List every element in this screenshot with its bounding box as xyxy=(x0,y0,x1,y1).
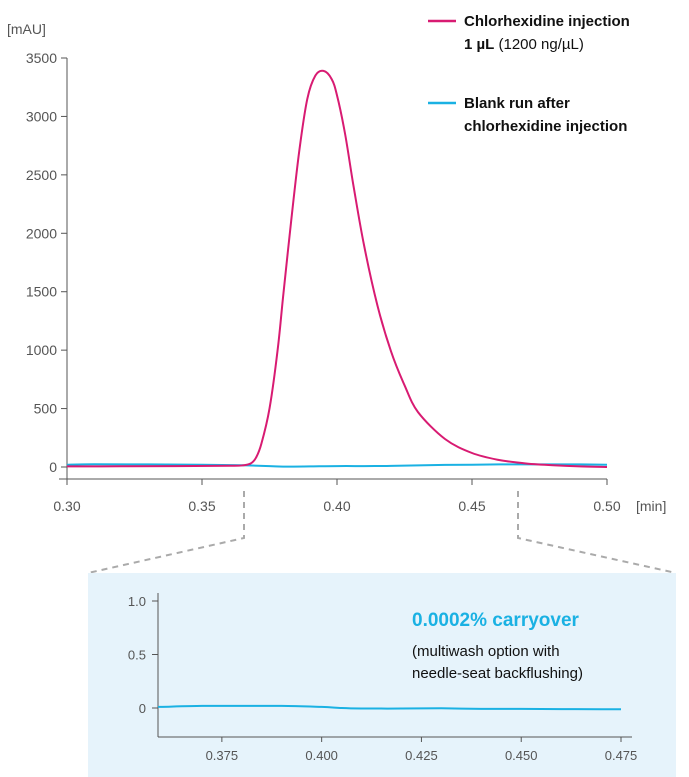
y-tick-label: 2500 xyxy=(26,167,57,183)
inset-x-tick-label: 0.425 xyxy=(405,748,438,763)
inset-panel xyxy=(88,573,676,777)
y-tick-label: 1500 xyxy=(26,284,57,300)
x-tick-label: 0.45 xyxy=(458,498,485,514)
zoom-connector-right xyxy=(517,491,677,574)
legend-label-injection: Chlorhexidine injection xyxy=(464,13,630,30)
y-tick-label: 1000 xyxy=(26,342,57,358)
x-tick-label: 0.35 xyxy=(188,498,215,514)
y-tick-label: 500 xyxy=(34,401,58,417)
x-tick-label: 0.50 xyxy=(593,498,620,514)
inset-series-line-blank xyxy=(157,704,621,711)
zoom-connectors xyxy=(87,491,677,574)
legend-label-blank-detail: chlorhexidine injection xyxy=(464,118,627,135)
y-tick-label: 2000 xyxy=(26,225,57,241)
inset-chart: 0 0.5 1.0 0.375 0.400 0.425 0.450 0.475 0.0002% … xyxy=(88,573,676,777)
legend-injection-concentration: (1200 ng/µL) xyxy=(494,36,584,53)
inset-y-tick-label: 1.0 xyxy=(128,594,146,609)
x-tick-label: 0.30 xyxy=(53,498,80,514)
inset-x-tick-label: 0.475 xyxy=(605,748,638,763)
series-line-injection xyxy=(66,69,608,468)
legend-label-blank: Blank run after xyxy=(464,95,570,112)
carryover-annotation: 0.0002% carryover xyxy=(412,610,580,631)
main-chart: 0 500 1000 1500 2000 2500 3000 3500 0.30 0.35 0.40… xyxy=(7,13,666,514)
inset-x-tick-label: 0.400 xyxy=(305,748,338,763)
carryover-note: needle-seat backflushing) xyxy=(412,665,583,682)
legend-label-injection-detail: 1 µL (1200 ng/µL) xyxy=(464,36,584,53)
inset-x-tick-label: 0.375 xyxy=(206,748,239,763)
x-axis-label: [min] xyxy=(636,498,666,514)
x-tick-label: 0.40 xyxy=(323,498,350,514)
inset-x-tick-label: 0.450 xyxy=(505,748,538,763)
inset-y-tick-label: 0.5 xyxy=(128,648,146,663)
y-tick-label: 3500 xyxy=(26,50,57,66)
y-tick-label: 0 xyxy=(49,459,57,475)
y-tick-label: 3000 xyxy=(26,108,57,124)
legend-injection-volume: 1 µL xyxy=(464,36,494,53)
zoom-connector-left xyxy=(87,491,245,574)
carryover-note: (multiwash option with xyxy=(412,643,560,660)
inset-y-tick-label: 0 xyxy=(139,701,146,716)
y-axis-label: [mAU] xyxy=(7,21,46,37)
